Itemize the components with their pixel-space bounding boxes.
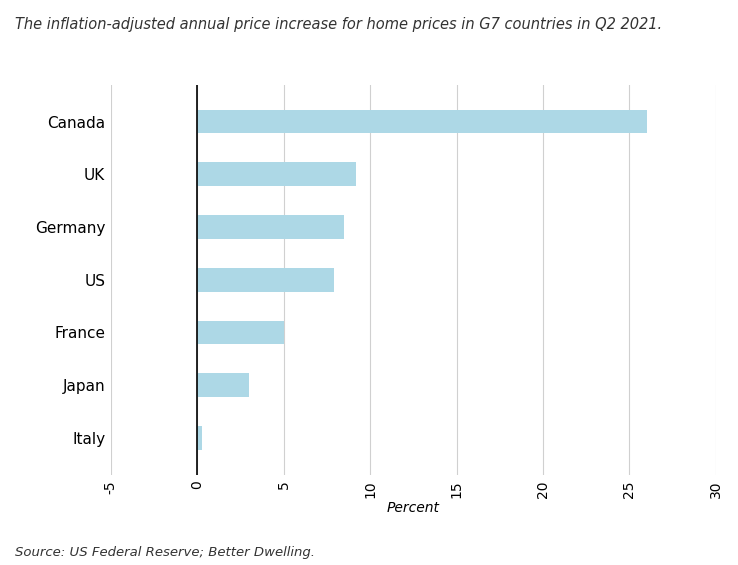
Text: Source: US Federal Reserve; Better Dwelling.: Source: US Federal Reserve; Better Dwell…: [15, 546, 315, 559]
X-axis label: Percent: Percent: [387, 501, 440, 515]
Bar: [197, 163, 356, 186]
Bar: [197, 426, 202, 450]
Bar: [197, 320, 283, 344]
Bar: [197, 268, 334, 292]
Text: The inflation-adjusted annual price increase for home prices in G7 countries in : The inflation-adjusted annual price incr…: [15, 17, 662, 32]
Bar: [197, 110, 646, 133]
Bar: [197, 215, 344, 239]
Bar: [197, 373, 249, 397]
